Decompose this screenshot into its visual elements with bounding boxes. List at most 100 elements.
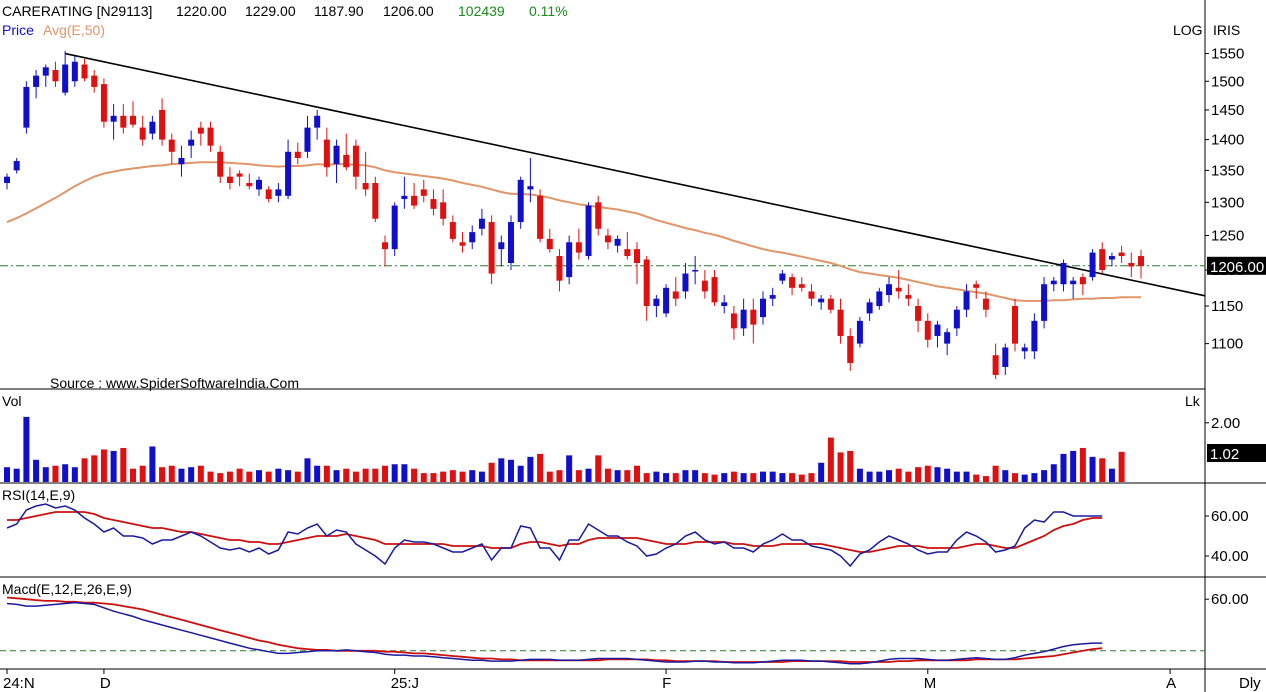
candle-body (1108, 256, 1115, 260)
volume-bar (1050, 464, 1057, 482)
candle (585, 202, 592, 260)
candle (730, 306, 737, 340)
candle (672, 277, 679, 307)
candle-body (197, 127, 204, 134)
candle (343, 133, 350, 171)
volume-bar (323, 465, 330, 482)
candle-body (508, 222, 514, 263)
candle-body (575, 242, 582, 253)
volume-bar (643, 473, 650, 482)
candle-body (1128, 262, 1135, 267)
rsi-panel: RSI(14,E,9) 60.00 40.00 (2, 487, 1249, 568)
candle-body (711, 277, 718, 303)
volume-bar (207, 471, 214, 482)
volume-bar (934, 467, 941, 482)
volume-bar (992, 465, 999, 482)
volume-bar (537, 453, 544, 482)
downtrend-line (64, 52, 1206, 297)
candle-body (168, 139, 175, 152)
candle (178, 145, 185, 177)
candle-body (4, 176, 10, 184)
candle-body (217, 151, 224, 177)
volume-bar (81, 458, 88, 482)
candle-body (430, 199, 437, 209)
candle-body (159, 109, 166, 140)
volume-bar (343, 468, 350, 482)
candle (701, 270, 708, 299)
candle-body (13, 161, 20, 171)
candle-body (537, 195, 544, 239)
volume-bar (52, 465, 59, 482)
candle-body (314, 115, 321, 128)
high-value: 1229.00 (245, 3, 296, 19)
volume-bar (362, 468, 369, 482)
candle-body (42, 67, 49, 76)
volume-bar (1021, 474, 1028, 482)
candle-body (343, 154, 350, 168)
volume-bar (546, 471, 553, 482)
candle-body (110, 115, 117, 122)
candle-body (1079, 277, 1086, 285)
volume-bar (1099, 458, 1106, 482)
candle (372, 176, 379, 223)
volume-bar (730, 471, 737, 482)
candle (517, 176, 524, 229)
candle-body (827, 298, 834, 310)
volume-bar (372, 468, 379, 482)
candle (236, 170, 243, 187)
candle (159, 98, 166, 146)
macd-panel: Macd(E,12,E,26,E,9) 60.00 (0, 581, 1249, 665)
candle (478, 208, 485, 236)
volume-bar (508, 459, 514, 482)
candle (62, 50, 69, 96)
candle (895, 270, 902, 299)
volume-bar (382, 465, 388, 482)
volume-bar (604, 468, 611, 482)
volume-bar (798, 474, 805, 482)
candle (915, 298, 922, 333)
volume-bar (963, 471, 970, 482)
volume-bar (808, 473, 815, 482)
candle (401, 176, 408, 209)
candle (604, 228, 611, 250)
candle-body (323, 139, 330, 168)
candle (71, 56, 78, 87)
candle (1070, 277, 1077, 299)
candle (430, 189, 437, 216)
candle-body (362, 183, 369, 190)
price-legend: Price (2, 22, 34, 38)
candle-body (663, 287, 670, 314)
volume-bar (915, 467, 922, 482)
candle-body (808, 291, 815, 299)
candle-body (459, 242, 466, 246)
candle-body (682, 273, 689, 292)
candle (246, 173, 253, 190)
candle-body (23, 86, 30, 128)
candle (23, 81, 30, 134)
volume-bar (159, 467, 166, 482)
candle-body (643, 259, 650, 307)
candle-body (236, 173, 243, 177)
volume-bar (285, 470, 292, 482)
volume-bar (314, 465, 321, 482)
candle (33, 70, 40, 99)
candle (1012, 298, 1018, 352)
price-tick-label: 1300 (1211, 194, 1244, 211)
volume-bar (760, 471, 766, 482)
candle-body (769, 295, 776, 299)
volume-bar (333, 470, 340, 482)
candle (595, 195, 602, 236)
volume-bar (876, 471, 883, 482)
candle (924, 313, 931, 348)
volume-bar (352, 471, 359, 482)
candle (643, 256, 650, 321)
candle (1128, 252, 1135, 278)
candle-body (750, 309, 757, 325)
candle-body (401, 195, 408, 200)
candle (856, 317, 863, 348)
candle (537, 189, 544, 243)
candle-body (304, 127, 311, 152)
volume-bar (1079, 447, 1086, 482)
volume-bar (769, 471, 776, 482)
candle (130, 101, 136, 128)
